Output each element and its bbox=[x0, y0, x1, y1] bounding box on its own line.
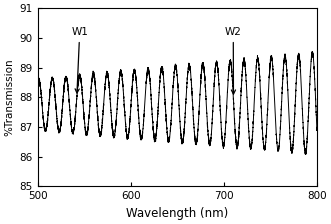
X-axis label: Wavelength (nm): Wavelength (nm) bbox=[126, 207, 228, 220]
Y-axis label: %Transmission: %Transmission bbox=[4, 58, 14, 136]
Text: W1: W1 bbox=[71, 27, 88, 93]
Text: W2: W2 bbox=[225, 27, 242, 94]
